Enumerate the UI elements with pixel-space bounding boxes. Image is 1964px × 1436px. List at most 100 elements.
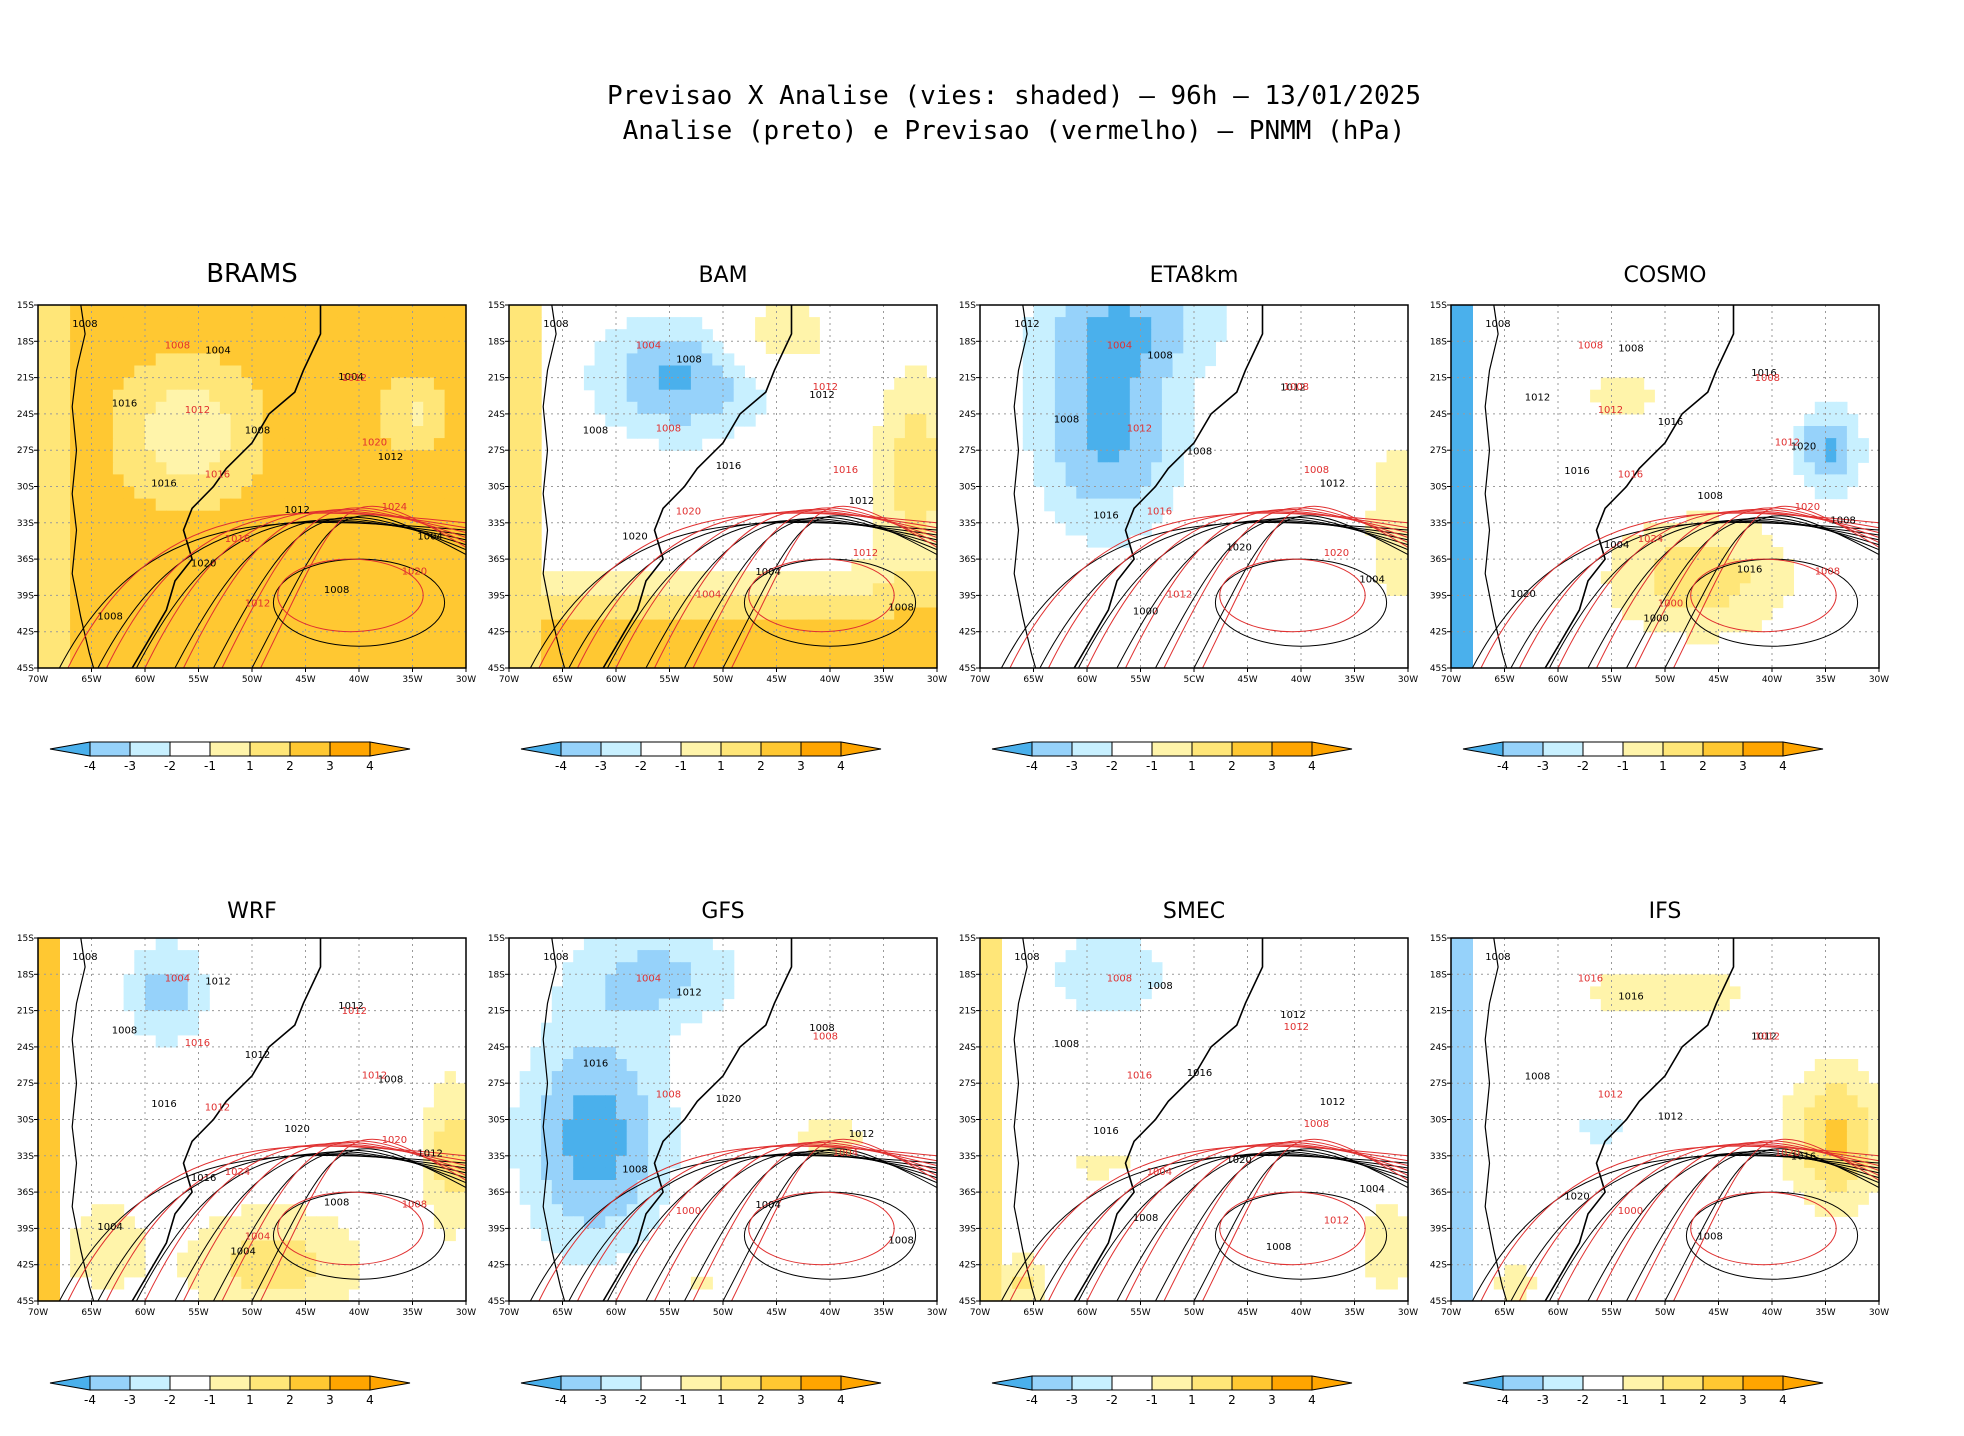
lat-tick-label: 21S xyxy=(17,1007,34,1017)
colorbar-bin xyxy=(1542,1375,1584,1391)
colorbar-tick-label: -1 xyxy=(1146,1393,1158,1407)
forecast-isobar-label: 1012 xyxy=(1324,1216,1349,1227)
analysis-isobar xyxy=(684,516,938,669)
isobar-labels: 1008100410041016100810121016101210041020… xyxy=(72,319,443,623)
forecast-isobar xyxy=(1596,1141,1880,1302)
lat-tick-label: 33S xyxy=(1430,1152,1447,1162)
forecast-isobar-label: 1008 xyxy=(1284,382,1309,393)
colorbar-bin xyxy=(640,1375,682,1391)
analysis-isobar-label: 1008 xyxy=(1054,1039,1079,1050)
analysis-isobar-label: 1020 xyxy=(1226,1155,1251,1166)
analysis-isobar-label: 1020 xyxy=(622,532,647,543)
isobars xyxy=(58,1138,467,1302)
colorbar-bin xyxy=(1111,1375,1153,1391)
east-coastline xyxy=(131,305,322,669)
colorbar-bin xyxy=(1231,1375,1273,1391)
lat-tick-label: 45S xyxy=(488,1297,505,1307)
lat-tick-label: 42S xyxy=(488,1261,505,1271)
analysis-isobar-label: 1012 xyxy=(284,505,309,516)
colorbar-bin xyxy=(1662,1375,1704,1391)
colorbar-bin xyxy=(129,741,171,757)
lon-tick-label: 30W xyxy=(1398,675,1418,685)
grid-lines xyxy=(38,938,466,1301)
lat-tick-label: 15S xyxy=(1430,934,1447,944)
analysis-isobar-label: 1008 xyxy=(1697,491,1722,502)
lon-tick-labels: 70W 65W 60W 55W 50W 45W 40W 35W 30W xyxy=(28,1301,476,1318)
analysis-isobar-label: 1008 xyxy=(245,425,270,436)
colorbar-bin xyxy=(1622,1375,1664,1391)
forecast-isobar-label: 1000 xyxy=(1618,1206,1643,1217)
analysis-isobar-label: 1004 xyxy=(205,345,230,356)
lon-tick-label: 35W xyxy=(402,1308,422,1318)
analysis-isobar-label: 1008 xyxy=(378,1075,403,1086)
forecast-isobar xyxy=(1163,507,1409,669)
forecast-isobar-label: 1020 xyxy=(362,437,387,448)
lat-tick-label: 30S xyxy=(17,483,34,493)
forecast-isobar xyxy=(1163,1140,1409,1302)
lat-tick-label: 18S xyxy=(488,970,505,980)
forecast-isobar-label: 1012 xyxy=(362,1070,387,1081)
analysis-isobar-label: 1016 xyxy=(1751,368,1776,379)
lon-tick-label: 30W xyxy=(1869,1308,1889,1318)
lat-tick-label: 42S xyxy=(959,628,976,638)
forecast-isobar-label: 1012 xyxy=(342,1006,367,1017)
lon-tick-label: 70W xyxy=(499,675,519,685)
lon-tick-label: 55W xyxy=(659,675,679,685)
lat-tick-label: 33S xyxy=(959,519,976,529)
forecast-isobar-label: 1012 xyxy=(185,405,210,416)
forecast-isobar-label: 1008 xyxy=(813,1032,838,1043)
lat-tick-label: 27S xyxy=(959,1079,976,1089)
forecast-isobar-label: 1004 xyxy=(1107,341,1132,352)
lon-tick-label: 65W xyxy=(552,675,572,685)
grid-lines xyxy=(1451,305,1879,668)
analysis-isobar-label: 1004 xyxy=(230,1247,255,1258)
colorbar: -4 -3 -2 -1 1 2 3 4 xyxy=(520,1375,882,1407)
lat-tick-label: 18S xyxy=(488,337,505,347)
colorbar-bin xyxy=(249,741,291,757)
lat-tick-label: 45S xyxy=(17,1297,34,1307)
colorbar: -4 -3 -2 -1 1 2 3 4 xyxy=(1462,1375,1824,1407)
colorbar-tick-label: -2 xyxy=(1577,1393,1589,1407)
lon-tick-label: 55W xyxy=(1130,1308,1150,1318)
lat-tick-label: 24S xyxy=(17,1043,34,1053)
lon-tick-label: 40W xyxy=(820,675,840,685)
lat-tick-label: 21S xyxy=(488,1007,505,1017)
forecast-isobar xyxy=(1202,1138,1409,1302)
lat-tick-label: 21S xyxy=(17,374,34,384)
colorbar-bin xyxy=(289,1375,331,1391)
forecast-high xyxy=(1690,1191,1837,1266)
colorbar-tick-label: 2 xyxy=(1699,759,1707,773)
east-coastline xyxy=(1073,938,1264,1302)
lat-tick-label: 30S xyxy=(488,1116,505,1126)
lat-tick-label: 27S xyxy=(17,446,34,456)
colorbar-tick-label: -4 xyxy=(84,759,96,773)
forecast-isobar-label: 1004 xyxy=(1147,1167,1172,1178)
colorbar-bin xyxy=(560,1375,602,1391)
lat-tick-label: 36S xyxy=(959,555,976,565)
lon-tick-label: 45W xyxy=(766,1308,786,1318)
colorbar-bin xyxy=(1191,1375,1233,1391)
analysis-isobar-label: 1012 xyxy=(1280,383,1305,394)
colorbar-bin xyxy=(1742,741,1784,757)
analysis-isobar-label: 1020 xyxy=(284,1124,309,1135)
forecast-isobar xyxy=(183,508,467,669)
colorbar-bin xyxy=(1031,741,1073,757)
forecast-isobar-label: 1012 xyxy=(1127,424,1152,435)
analysis-isobar-label: 1008 xyxy=(112,1026,137,1037)
lon-tick-label: 40W xyxy=(1291,1308,1311,1318)
analysis-isobar-label: 1016 xyxy=(1564,466,1589,477)
forecast-isobar xyxy=(260,505,467,669)
lat-tick-label: 42S xyxy=(959,1261,976,1271)
lat-tick-label: 27S xyxy=(488,446,505,456)
analysis-isobar-label: 1008 xyxy=(809,1023,834,1034)
lat-tick-label: 36S xyxy=(17,555,34,565)
analysis-isobar xyxy=(1664,515,1880,669)
colorbar-bin xyxy=(800,1375,842,1391)
analysis-isobar-label: 1020 xyxy=(1564,1191,1589,1202)
forecast-high xyxy=(748,1191,895,1266)
lon-tick-label: 65W xyxy=(81,675,101,685)
isobar-labels: 1008 1012 1008 1016 1020 1012 1008 1004 1008 1004… xyxy=(543,952,914,1247)
colorbar-tick-label: 2 xyxy=(1699,1393,1707,1407)
analysis-isobar-label: 1004 xyxy=(338,372,363,383)
forecast-isobar-label: 1012 xyxy=(1775,437,1800,448)
